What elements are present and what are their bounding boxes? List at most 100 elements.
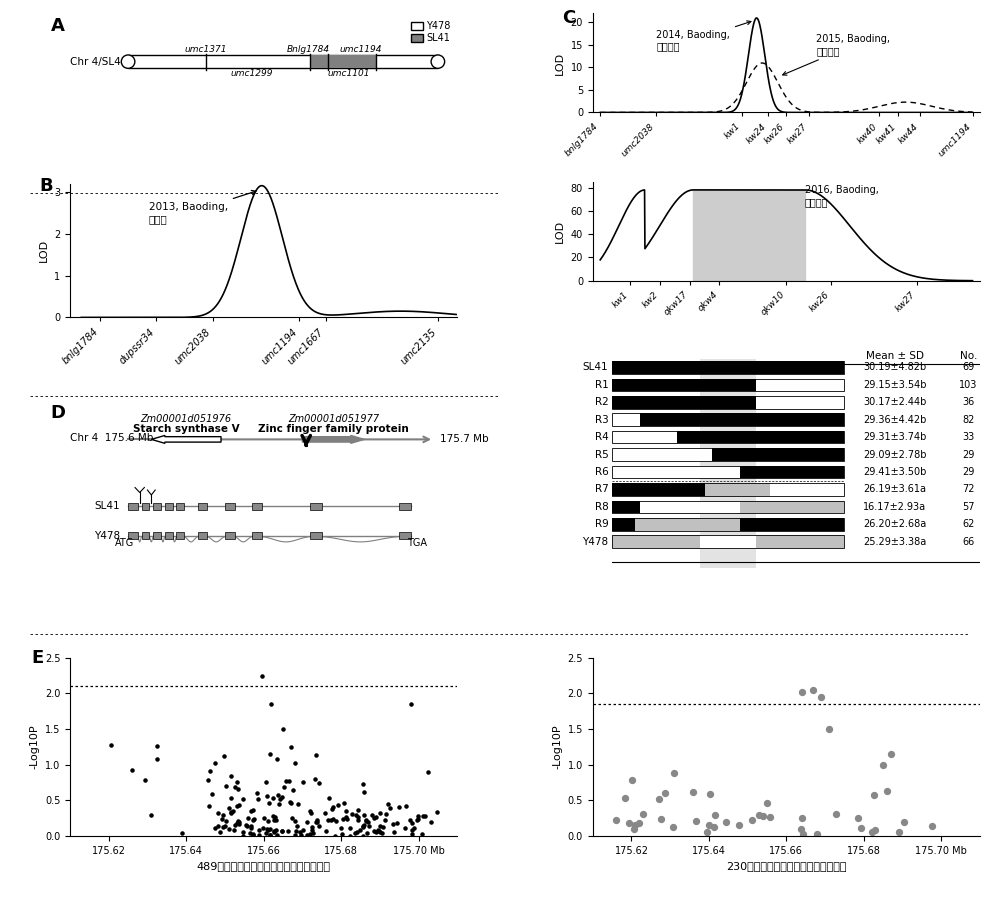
Point: [356, 785, 372, 799]
Point: [302, 827, 318, 841]
Bar: [612, 449, 844, 461]
Point: [124, 762, 140, 777]
Text: 29: 29: [962, 467, 975, 477]
Point: [688, 814, 704, 828]
Point: [423, 814, 439, 829]
Text: 2013, Baoding,
重定位: 2013, Baoding, 重定位: [149, 191, 256, 224]
Text: Zinc finger family protein: Zinc finger family protein: [258, 424, 409, 434]
Point: [149, 752, 165, 766]
Point: [323, 813, 339, 827]
Bar: [640, 414, 844, 426]
Point: [254, 668, 270, 682]
Point: [398, 798, 414, 813]
Point: [225, 805, 241, 819]
Point: [685, 785, 701, 799]
Point: [349, 824, 365, 839]
Point: [245, 826, 261, 841]
Text: R7: R7: [595, 485, 608, 494]
Point: [231, 815, 247, 830]
Point: [212, 825, 228, 840]
Point: [149, 739, 165, 753]
Text: 26.19±3.61a: 26.19±3.61a: [863, 485, 926, 494]
Bar: [399, 532, 411, 539]
Text: 69: 69: [962, 362, 975, 372]
Point: [207, 821, 223, 835]
Point: [246, 812, 262, 826]
Point: [755, 809, 771, 823]
Point: [250, 792, 266, 806]
Point: [268, 813, 284, 827]
Point: [406, 821, 422, 835]
Text: 25.29±3.38a: 25.29±3.38a: [863, 537, 926, 547]
Text: 57: 57: [962, 502, 975, 512]
Point: [403, 697, 419, 711]
Text: umc1194: umc1194: [339, 45, 382, 54]
Point: [621, 815, 637, 830]
Point: [281, 774, 297, 788]
Point: [751, 807, 767, 822]
Point: [417, 809, 433, 823]
Point: [657, 786, 673, 800]
Point: [410, 808, 426, 823]
Point: [258, 825, 274, 840]
Point: [355, 819, 371, 833]
Point: [325, 812, 341, 826]
Point: [342, 829, 358, 843]
Point: [635, 807, 651, 822]
Point: [701, 818, 717, 832]
Point: [651, 792, 667, 806]
Point: [263, 697, 279, 711]
Point: [293, 828, 309, 842]
Point: [327, 828, 343, 842]
Point: [295, 775, 311, 789]
Point: [235, 825, 251, 840]
Text: 82: 82: [962, 414, 975, 424]
Text: 103: 103: [959, 380, 978, 390]
Bar: [128, 532, 138, 539]
Bar: [153, 503, 161, 510]
Point: [305, 825, 321, 840]
Point: [238, 818, 254, 832]
Point: [762, 810, 778, 824]
Point: [269, 827, 285, 841]
Point: [223, 769, 239, 783]
Point: [235, 792, 251, 806]
Point: [368, 810, 384, 824]
Text: Y478: Y478: [582, 537, 608, 547]
Point: [201, 798, 217, 813]
Point: [372, 819, 388, 833]
Point: [283, 740, 299, 754]
Text: 26.20±2.68a: 26.20±2.68a: [863, 520, 926, 530]
Text: Y478: Y478: [426, 21, 451, 31]
Bar: [198, 503, 207, 510]
FancyArrow shape: [151, 435, 221, 443]
Point: [624, 773, 640, 788]
Bar: [612, 518, 635, 530]
Point: [304, 819, 320, 833]
Bar: [612, 378, 756, 391]
Point: [295, 823, 311, 837]
Text: R5: R5: [595, 450, 608, 459]
Point: [391, 800, 407, 814]
Point: [274, 824, 290, 839]
Bar: [712, 449, 844, 461]
Point: [350, 813, 366, 827]
Point: [759, 797, 775, 811]
Point: [429, 805, 445, 819]
Point: [271, 797, 287, 811]
Point: [317, 806, 333, 821]
Bar: [612, 536, 700, 548]
Point: [891, 824, 907, 839]
Point: [230, 814, 246, 828]
Bar: [770, 483, 844, 495]
Point: [311, 776, 327, 790]
Point: [231, 816, 247, 831]
Point: [744, 813, 760, 827]
Point: [699, 825, 715, 840]
Point: [143, 808, 159, 823]
Point: [284, 811, 300, 825]
Point: [707, 808, 723, 823]
Text: 16.17±2.93a: 16.17±2.93a: [863, 502, 926, 512]
Point: [328, 814, 344, 828]
Bar: [612, 466, 740, 478]
